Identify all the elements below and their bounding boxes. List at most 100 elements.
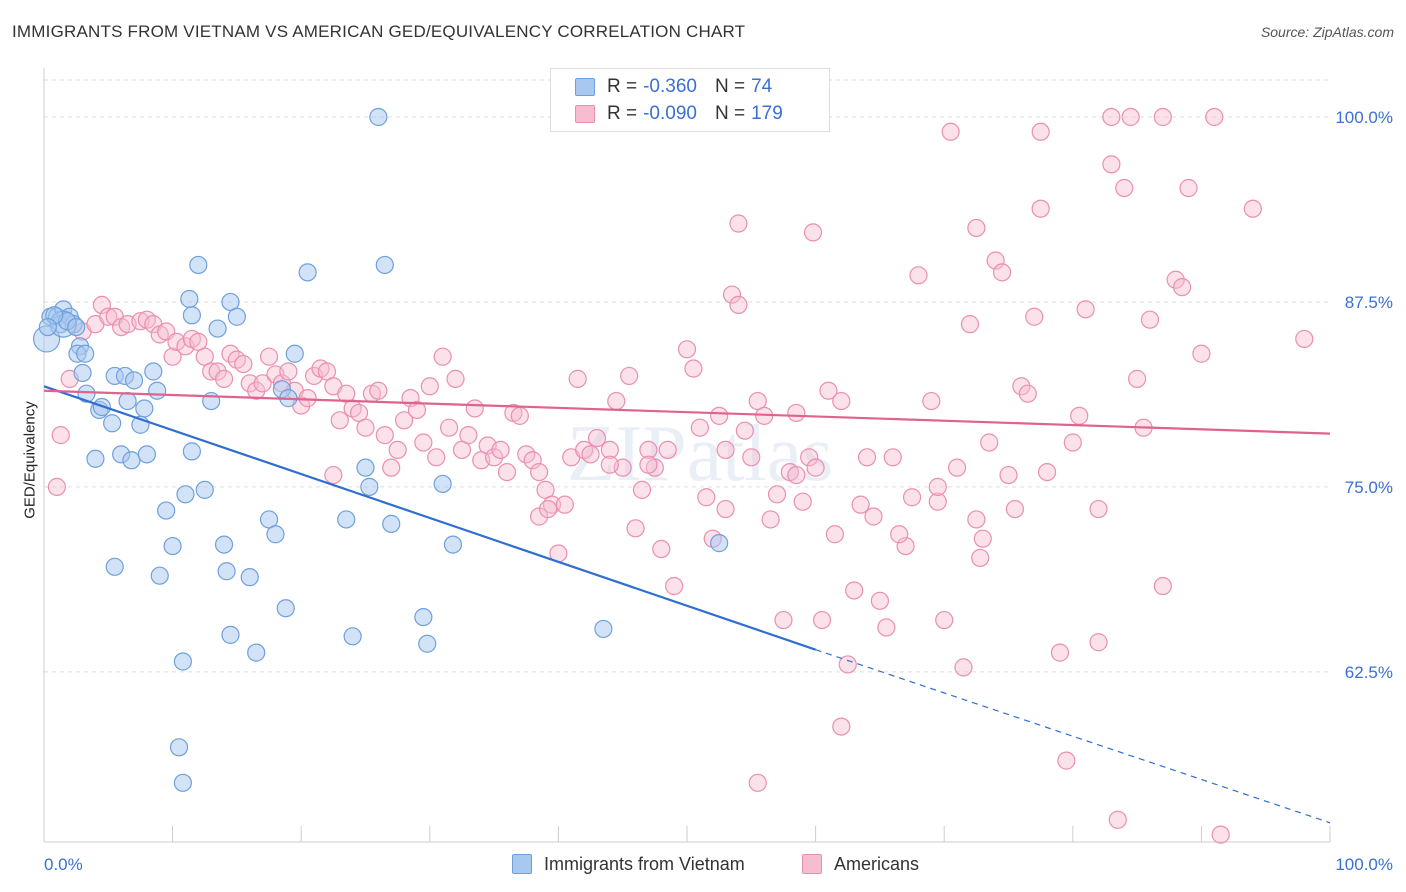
legend-swatch-americans [575, 105, 595, 123]
americans-point [832, 391, 851, 411]
americans-point [485, 448, 504, 467]
vietnam-point [266, 525, 285, 544]
vietnam-point [276, 599, 295, 618]
americans-point [992, 263, 1012, 282]
legend-r-label: R = [607, 76, 638, 97]
vietnam-point [163, 536, 182, 556]
americans-point [240, 374, 259, 393]
vietnam-point [73, 363, 92, 383]
americans-point [491, 440, 510, 460]
vietnam-point [180, 289, 199, 309]
americans-point [832, 717, 851, 736]
legend-row-vietnam: R = -0.360 N = 74 [575, 75, 772, 99]
vietnam-point [208, 319, 227, 338]
americans-point [259, 347, 279, 366]
x-tick-label: 100.0% [1335, 855, 1393, 874]
americans-point [1005, 499, 1025, 519]
americans-point [568, 369, 587, 388]
americans-point [1018, 384, 1037, 403]
vietnam-point [195, 480, 214, 499]
americans-point [433, 347, 452, 366]
americans-point [729, 214, 748, 233]
americans-point [298, 389, 317, 408]
americans-point [382, 458, 401, 477]
bottom-legend-americans: Americans [802, 852, 919, 876]
americans-point [497, 462, 517, 482]
americans-point [838, 655, 857, 674]
vietnam-points [32, 107, 729, 792]
bottom-legend-label-vietnam: Immigrants from Vietnam [544, 853, 745, 874]
americans-points [47, 107, 1314, 844]
americans-point [639, 440, 658, 460]
vietnam-point [369, 107, 388, 127]
americans-point [1031, 122, 1050, 141]
americans-point [639, 455, 658, 474]
americans-point [92, 295, 111, 315]
vietnam-point [182, 306, 201, 325]
americans-point [922, 391, 941, 411]
americans-point [1173, 278, 1192, 297]
vietnam-point [169, 738, 189, 757]
americans-point [1115, 178, 1134, 198]
americans-point [523, 451, 542, 470]
americans-point [1089, 633, 1108, 652]
americans-point [1063, 433, 1082, 452]
vietnam-point [247, 643, 266, 662]
americans-point [986, 251, 1005, 270]
americans-point [722, 285, 742, 304]
vietnam-point [173, 773, 192, 792]
americans-point [960, 315, 980, 334]
vietnam-point [298, 263, 317, 282]
americans-point [902, 488, 922, 507]
americans-point [857, 448, 877, 467]
vietnam-trend-line [43, 385, 816, 651]
americans-point [465, 399, 484, 418]
vietnam-point [182, 442, 201, 461]
vietnam-point [360, 477, 379, 496]
vietnam-point [189, 255, 208, 275]
trend-lines [43, 385, 1331, 824]
americans-point [1025, 307, 1044, 326]
americans-point [439, 418, 459, 437]
vietnam-point [122, 451, 141, 470]
americans-point [427, 448, 446, 467]
vietnam-point [594, 619, 613, 639]
americans-point [825, 525, 844, 544]
americans-point [954, 658, 973, 677]
chart-source: Source: ZipAtlas.com [1260, 24, 1394, 40]
americans-point [742, 448, 761, 467]
vietnam-point [124, 371, 144, 390]
americans-point [1121, 107, 1140, 127]
vietnam-point [76, 344, 95, 363]
vietnam-point [150, 566, 169, 585]
legend-swatch-vietnam [575, 78, 595, 96]
americans-point [459, 426, 478, 445]
americans-point [1140, 310, 1160, 329]
americans-point [761, 510, 780, 529]
americans-point [1102, 107, 1121, 127]
vietnam-point [337, 510, 356, 529]
americans-point [941, 122, 960, 141]
bottom-legend-vietnam: Immigrants from Vietnam [512, 852, 745, 876]
americans-point [620, 366, 639, 386]
americans-point [208, 362, 227, 381]
americans-point [1192, 344, 1211, 363]
americans-point [375, 426, 394, 445]
vietnam-point [77, 384, 96, 403]
vietnam-point [356, 458, 375, 477]
americans-point [47, 477, 66, 496]
americans-trend-line [43, 389, 1331, 435]
americans-point [877, 618, 896, 637]
americans-point [510, 406, 529, 425]
americans-point [530, 462, 549, 482]
americans-point [1012, 377, 1031, 396]
americans-point [369, 381, 388, 400]
americans-point [767, 485, 787, 504]
americans-point [414, 433, 433, 452]
americans-point [388, 440, 407, 460]
axes [43, 68, 1331, 843]
chart-title: IMMIGRANTS FROM VIETNAM VS AMERICAN GED/… [12, 22, 746, 41]
americans-point [555, 495, 574, 514]
americans-point [851, 495, 870, 514]
americans-point [665, 576, 684, 596]
